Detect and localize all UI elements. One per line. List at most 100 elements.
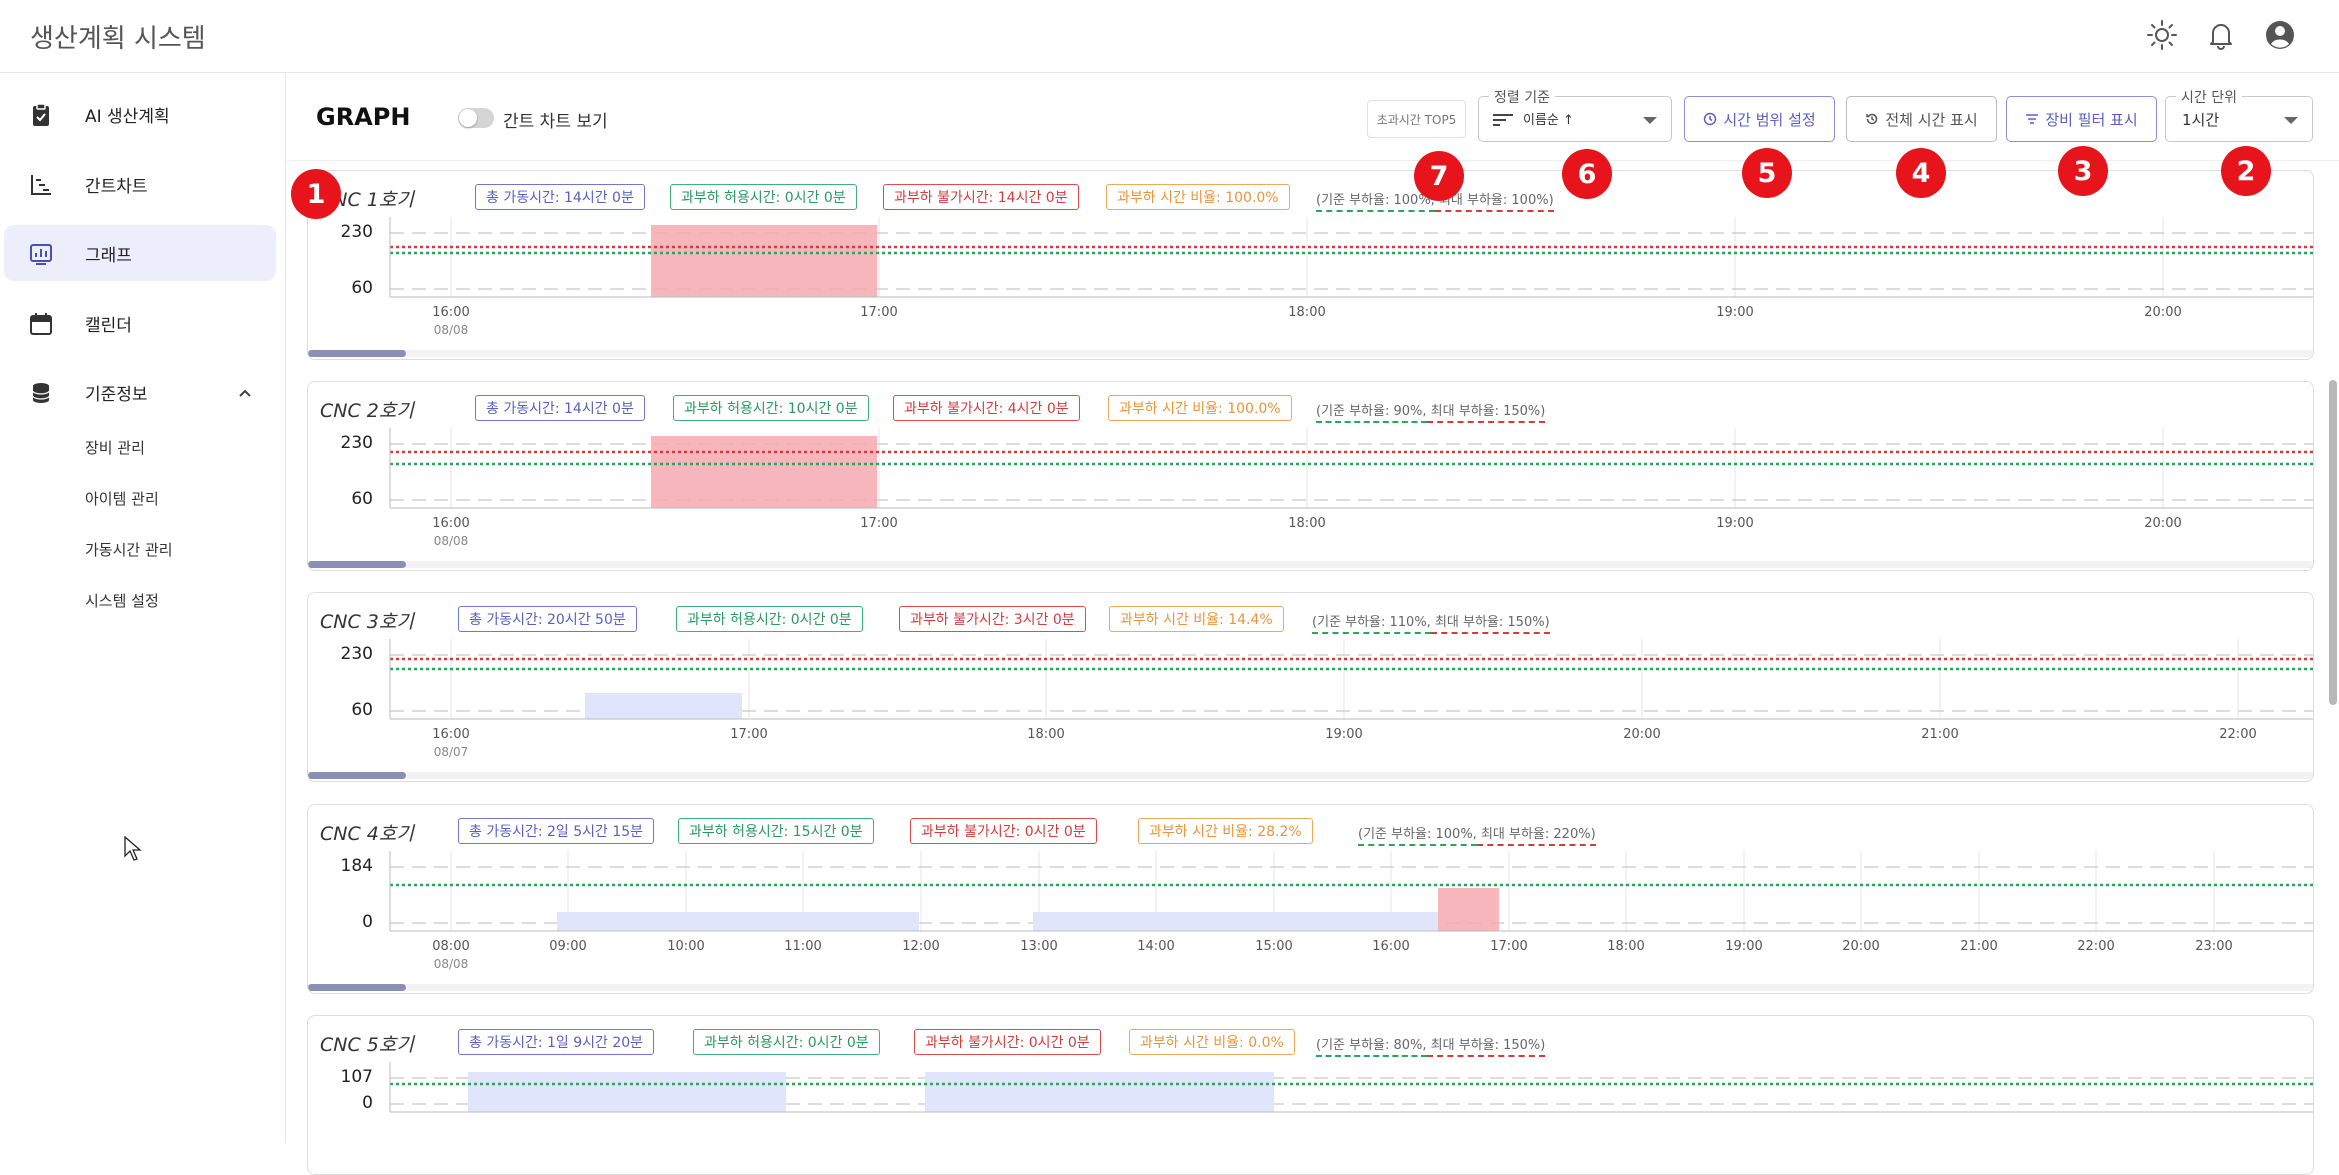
x-tick-label: 08:00 bbox=[432, 939, 470, 954]
gantt-view-toggle[interactable] bbox=[458, 108, 494, 128]
horizontal-scroll-thumb[interactable] bbox=[308, 561, 406, 568]
annotation-badge-2: 2 bbox=[2221, 146, 2271, 196]
x-tick-label: 22:00 bbox=[2219, 727, 2257, 742]
sidebar-item-gantt[interactable]: 간트차트 bbox=[4, 156, 276, 212]
sidebar-item-label: 간트차트 bbox=[85, 176, 148, 197]
overtime-top5-button[interactable]: 초과시간 TOP5 bbox=[1367, 100, 1466, 138]
sidebar-subitem-system-settings[interactable]: 시스템 설정 bbox=[85, 592, 159, 610]
x-tick-label: 15:00 bbox=[1255, 939, 1293, 954]
x-tick-label: 00:00 bbox=[2301, 939, 2313, 954]
annotation-badge-4: 4 bbox=[1896, 148, 1946, 198]
equipment-name: CNC 5호기 bbox=[320, 1034, 414, 1056]
overload-denied-pill: 과부하 불가시간: 0시간 0분 bbox=[910, 818, 1097, 844]
equipment-card: CNC 4호기 총 가동시간: 2일 5시간 15분 과부하 허용시간: 15시간 … bbox=[307, 804, 2314, 994]
base-load-rate: (기준 부하율: 80%, bbox=[1316, 1038, 1427, 1057]
time-range-button[interactable]: 시간 범위 설정 bbox=[1684, 96, 1835, 142]
account-icon[interactable] bbox=[2263, 18, 2297, 52]
filter-icon bbox=[2026, 114, 2039, 124]
horizontal-scroll-track[interactable] bbox=[308, 350, 2313, 357]
horizontal-scroll-thumb[interactable] bbox=[308, 350, 406, 357]
base-load-rate: (기준 부하율: 100%, bbox=[1316, 193, 1435, 212]
y-tick-label: 230 bbox=[340, 644, 373, 664]
horizontal-scroll-thumb[interactable] bbox=[308, 984, 406, 991]
base-load-rate: (기준 부하율: 100%, bbox=[1358, 827, 1477, 846]
total-uptime-pill: 총 가동시간: 1일 9시간 20분 bbox=[458, 1029, 655, 1055]
overload-denied-pill: 과부하 불가시간: 14시간 0분 bbox=[883, 184, 1079, 210]
x-tick-label: 14:00 bbox=[1137, 939, 1175, 954]
sidebar-item-graph[interactable]: 그래프 bbox=[4, 225, 276, 281]
overload-allowed-pill: 과부하 허용시간: 0시간 0분 bbox=[676, 606, 863, 632]
annotation-badge-7: 7 bbox=[1414, 151, 1464, 201]
horizontal-scroll-track[interactable] bbox=[308, 772, 2313, 779]
y-tick-label: 107 bbox=[340, 1067, 373, 1087]
x-tick-label: 17:00 bbox=[730, 727, 768, 742]
x-tick-label: 17:00 bbox=[860, 516, 898, 531]
overload-ratio-pill: 과부하 시간 비율: 28.2% bbox=[1138, 818, 1313, 844]
x-tick-label: 16:00 bbox=[432, 727, 470, 742]
x-tick-label: 18:00 bbox=[1607, 939, 1645, 954]
x-tick-label: 19:00 bbox=[1716, 516, 1754, 531]
x-tick-label: 09:00 bbox=[549, 939, 587, 954]
sidebar-subitem-uptime[interactable]: 가동시간 관리 bbox=[85, 541, 173, 559]
load-rate-note: (기준 부하율: 100%, 최대 부하율: 220%) bbox=[1358, 823, 1596, 846]
clock-icon bbox=[1704, 112, 1717, 126]
overload-allowed-pill: 과부하 허용시간: 0시간 0분 bbox=[693, 1029, 880, 1055]
run-bar bbox=[585, 693, 742, 719]
equipment-filter-button[interactable]: 장비 필터 표시 bbox=[2006, 96, 2157, 142]
sidebar-subitem-equipment[interactable]: 장비 관리 bbox=[85, 439, 145, 457]
chart-icon bbox=[30, 244, 52, 265]
equipment-card: CNC 3호기 총 가동시간: 20시간 50분 과부하 허용시간: 0시간 0분 과… bbox=[307, 592, 2314, 782]
chevron-up-icon[interactable] bbox=[238, 386, 252, 400]
app-title: 생산계획 시스템 bbox=[30, 24, 206, 54]
overload-allowed-pill: 과부하 허용시간: 0시간 0분 bbox=[670, 184, 857, 210]
sidebar-item-label: 기준정보 bbox=[85, 384, 148, 405]
x-tick-label: 17:00 bbox=[1490, 939, 1528, 954]
load-chart bbox=[389, 639, 2313, 720]
overload-ratio-pill: 과부하 시간 비율: 100.0% bbox=[1108, 395, 1292, 421]
dropdown-arrow-icon bbox=[2284, 117, 2298, 124]
y-tick-label: 0 bbox=[362, 1093, 373, 1113]
sidebar-subitem-items[interactable]: 아이템 관리 bbox=[85, 490, 159, 508]
total-uptime-pill: 총 가동시간: 14시간 0분 bbox=[475, 184, 645, 210]
sidebar-item-label: AI 생산계획 bbox=[85, 106, 170, 127]
show-all-time-button[interactable]: 전체 시간 표시 bbox=[1846, 96, 1997, 142]
vertical-scrollbar[interactable] bbox=[2329, 380, 2337, 705]
run-bar bbox=[468, 1072, 786, 1112]
main-content: GRAPH 간트 차트 보기 초과시간 TOP5 정렬 기준 이름순 ↑ 시간 … bbox=[287, 73, 2339, 1175]
y-tick-label: 60 bbox=[351, 489, 373, 509]
overload-denied-pill: 과부하 불가시간: 0시간 0분 bbox=[914, 1029, 1101, 1055]
x-tick-label: 19:00 bbox=[1725, 939, 1763, 954]
time-unit-select[interactable]: 시간 단위 1시간 bbox=[2165, 87, 2313, 142]
load-rate-note: (기준 부하율: 100%, 최대 부하율: 100%) bbox=[1316, 189, 1554, 212]
equipment-card: CNC 1호기 총 가동시간: 14시간 0분 과부하 허용시간: 0시간 0분 과부… bbox=[307, 170, 2314, 360]
sun-icon[interactable] bbox=[2145, 18, 2179, 52]
horizontal-scroll-thumb[interactable] bbox=[308, 772, 406, 779]
overload-allowed-pill: 과부하 허용시간: 10시간 0분 bbox=[673, 395, 869, 421]
time-unit-select-value: 1시간 bbox=[2182, 111, 2220, 129]
x-tick-label: 19:00 bbox=[1325, 727, 1363, 742]
load-rate-note: (기준 부하율: 80%, 최대 부하율: 150%) bbox=[1316, 1034, 1546, 1057]
y-tick-label: 60 bbox=[351, 278, 373, 298]
bell-icon[interactable] bbox=[2204, 18, 2238, 52]
x-tick-label: 20:00 bbox=[1842, 939, 1880, 954]
sidebar-item-master-data[interactable]: 기준정보 bbox=[4, 364, 276, 420]
x-tick-label: 19:00 bbox=[1716, 305, 1754, 320]
y-tick-label: 0 bbox=[362, 912, 373, 932]
total-uptime-pill: 총 가동시간: 2일 5시간 15분 bbox=[458, 818, 655, 844]
clipboard-icon bbox=[33, 103, 49, 126]
equipment-name: CNC 2호기 bbox=[320, 400, 414, 422]
horizontal-scroll-track[interactable] bbox=[308, 984, 2313, 991]
overload-ratio-pill: 과부하 시간 비율: 100.0% bbox=[1106, 184, 1290, 210]
x-tick-label: 21:00 bbox=[1960, 939, 1998, 954]
sort-select[interactable]: 정렬 기준 이름순 ↑ bbox=[1478, 87, 1672, 142]
equipment-card: CNC 5호기 총 가동시간: 1일 9시간 20분 과부하 허용시간: 0시간 0… bbox=[307, 1015, 2314, 1175]
run-bar bbox=[1033, 912, 1438, 931]
gantt-icon bbox=[31, 175, 51, 195]
sidebar: AI 생산계획 간트차트 그래프 캘린더 기준정보 장비 관리 아이템 관리 가… bbox=[0, 73, 286, 1143]
sidebar-item-ai-plan[interactable]: AI 생산계획 bbox=[4, 86, 276, 142]
overload-bar bbox=[651, 436, 877, 508]
top-app-bar: 생산계획 시스템 bbox=[0, 0, 2339, 73]
total-uptime-pill: 총 가동시간: 14시간 0분 bbox=[475, 395, 645, 421]
horizontal-scroll-track[interactable] bbox=[308, 561, 2313, 568]
sidebar-item-calendar[interactable]: 캘린더 bbox=[4, 295, 276, 351]
